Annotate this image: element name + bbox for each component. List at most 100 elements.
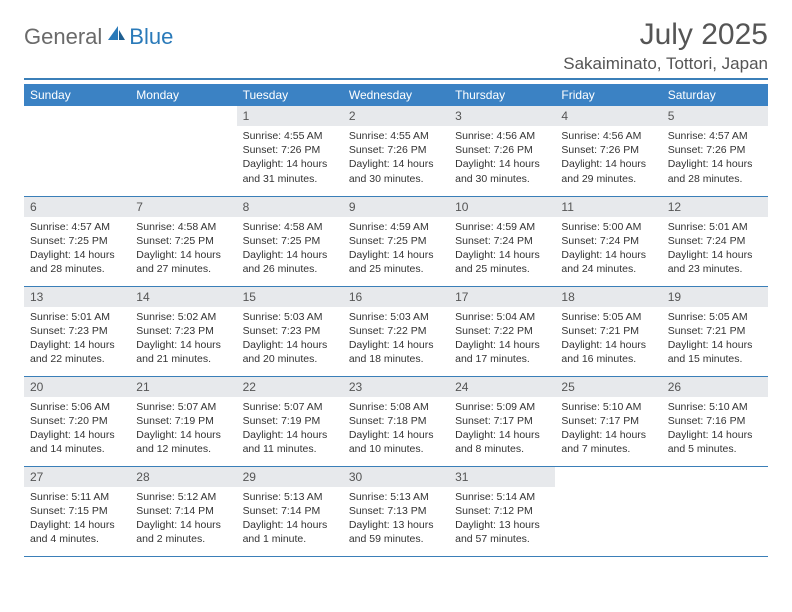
sail-icon	[106, 24, 126, 42]
title-block: July 2025 Sakaiminato, Tottori, Japan	[563, 18, 768, 74]
table-row: 20Sunrise: 5:06 AMSunset: 7:20 PMDayligh…	[24, 376, 768, 466]
calendar-cell: 24Sunrise: 5:09 AMSunset: 7:17 PMDayligh…	[449, 376, 555, 466]
day-number: 4	[555, 106, 661, 126]
day-number: 9	[343, 197, 449, 217]
day-number: 19	[662, 287, 768, 307]
day-content: Sunrise: 5:13 AMSunset: 7:14 PMDaylight:…	[237, 487, 343, 553]
day-content: Sunrise: 5:13 AMSunset: 7:13 PMDaylight:…	[343, 487, 449, 553]
calendar-cell: .	[662, 466, 768, 556]
calendar-cell: 22Sunrise: 5:07 AMSunset: 7:19 PMDayligh…	[237, 376, 343, 466]
day-header-thursday: Thursday	[449, 84, 555, 106]
header-rule	[24, 78, 768, 80]
day-content: Sunrise: 5:07 AMSunset: 7:19 PMDaylight:…	[130, 397, 236, 463]
calendar-cell: 18Sunrise: 5:05 AMSunset: 7:21 PMDayligh…	[555, 286, 661, 376]
day-number: 18	[555, 287, 661, 307]
day-number: 14	[130, 287, 236, 307]
day-number: 27	[24, 467, 130, 487]
calendar-cell: .	[130, 106, 236, 196]
calendar-cell: 26Sunrise: 5:10 AMSunset: 7:16 PMDayligh…	[662, 376, 768, 466]
day-content: Sunrise: 5:09 AMSunset: 7:17 PMDaylight:…	[449, 397, 555, 463]
day-header-sunday: Sunday	[24, 84, 130, 106]
day-number: 8	[237, 197, 343, 217]
calendar-cell: 1Sunrise: 4:55 AMSunset: 7:26 PMDaylight…	[237, 106, 343, 196]
calendar-cell: 13Sunrise: 5:01 AMSunset: 7:23 PMDayligh…	[24, 286, 130, 376]
header: General Blue July 2025 Sakaiminato, Tott…	[24, 18, 768, 74]
calendar-cell: 28Sunrise: 5:12 AMSunset: 7:14 PMDayligh…	[130, 466, 236, 556]
day-number: 20	[24, 377, 130, 397]
calendar-cell: 10Sunrise: 4:59 AMSunset: 7:24 PMDayligh…	[449, 196, 555, 286]
day-number: 2	[343, 106, 449, 126]
day-content: Sunrise: 5:11 AMSunset: 7:15 PMDaylight:…	[24, 487, 130, 553]
calendar-cell: 5Sunrise: 4:57 AMSunset: 7:26 PMDaylight…	[662, 106, 768, 196]
calendar-cell: 11Sunrise: 5:00 AMSunset: 7:24 PMDayligh…	[555, 196, 661, 286]
day-content: Sunrise: 4:56 AMSunset: 7:26 PMDaylight:…	[555, 126, 661, 192]
calendar-cell: 30Sunrise: 5:13 AMSunset: 7:13 PMDayligh…	[343, 466, 449, 556]
day-number: 26	[662, 377, 768, 397]
day-content: Sunrise: 4:58 AMSunset: 7:25 PMDaylight:…	[130, 217, 236, 283]
day-content: Sunrise: 5:00 AMSunset: 7:24 PMDaylight:…	[555, 217, 661, 283]
table-row: ..1Sunrise: 4:55 AMSunset: 7:26 PMDaylig…	[24, 106, 768, 196]
day-content: Sunrise: 4:59 AMSunset: 7:25 PMDaylight:…	[343, 217, 449, 283]
day-content: Sunrise: 4:55 AMSunset: 7:26 PMDaylight:…	[237, 126, 343, 192]
calendar-cell: .	[24, 106, 130, 196]
day-number: 15	[237, 287, 343, 307]
day-content: Sunrise: 5:08 AMSunset: 7:18 PMDaylight:…	[343, 397, 449, 463]
day-number: 25	[555, 377, 661, 397]
calendar-cell: 12Sunrise: 5:01 AMSunset: 7:24 PMDayligh…	[662, 196, 768, 286]
day-number: 7	[130, 197, 236, 217]
day-content: Sunrise: 5:10 AMSunset: 7:17 PMDaylight:…	[555, 397, 661, 463]
day-header-row: Sunday Monday Tuesday Wednesday Thursday…	[24, 84, 768, 106]
calendar-cell: 23Sunrise: 5:08 AMSunset: 7:18 PMDayligh…	[343, 376, 449, 466]
calendar-cell: 19Sunrise: 5:05 AMSunset: 7:21 PMDayligh…	[662, 286, 768, 376]
day-content: Sunrise: 5:01 AMSunset: 7:24 PMDaylight:…	[662, 217, 768, 283]
day-content: Sunrise: 5:14 AMSunset: 7:12 PMDaylight:…	[449, 487, 555, 553]
day-number: 16	[343, 287, 449, 307]
table-row: 6Sunrise: 4:57 AMSunset: 7:25 PMDaylight…	[24, 196, 768, 286]
calendar-cell: 31Sunrise: 5:14 AMSunset: 7:12 PMDayligh…	[449, 466, 555, 556]
calendar-body: ..1Sunrise: 4:55 AMSunset: 7:26 PMDaylig…	[24, 106, 768, 556]
day-content: Sunrise: 5:10 AMSunset: 7:16 PMDaylight:…	[662, 397, 768, 463]
day-number: 5	[662, 106, 768, 126]
calendar-cell: 27Sunrise: 5:11 AMSunset: 7:15 PMDayligh…	[24, 466, 130, 556]
day-content: Sunrise: 5:05 AMSunset: 7:21 PMDaylight:…	[555, 307, 661, 373]
calendar-cell: 21Sunrise: 5:07 AMSunset: 7:19 PMDayligh…	[130, 376, 236, 466]
calendar-cell: 8Sunrise: 4:58 AMSunset: 7:25 PMDaylight…	[237, 196, 343, 286]
day-number: 6	[24, 197, 130, 217]
day-header-monday: Monday	[130, 84, 236, 106]
calendar-cell: 16Sunrise: 5:03 AMSunset: 7:22 PMDayligh…	[343, 286, 449, 376]
day-content: Sunrise: 5:06 AMSunset: 7:20 PMDaylight:…	[24, 397, 130, 463]
logo: General Blue	[24, 24, 173, 50]
day-number: 31	[449, 467, 555, 487]
day-content: Sunrise: 4:57 AMSunset: 7:25 PMDaylight:…	[24, 217, 130, 283]
day-number: 28	[130, 467, 236, 487]
day-content: Sunrise: 5:05 AMSunset: 7:21 PMDaylight:…	[662, 307, 768, 373]
day-number: 17	[449, 287, 555, 307]
calendar-cell: 7Sunrise: 4:58 AMSunset: 7:25 PMDaylight…	[130, 196, 236, 286]
day-header-saturday: Saturday	[662, 84, 768, 106]
day-number: 21	[130, 377, 236, 397]
day-number: 3	[449, 106, 555, 126]
day-content: Sunrise: 4:56 AMSunset: 7:26 PMDaylight:…	[449, 126, 555, 192]
day-content: Sunrise: 5:12 AMSunset: 7:14 PMDaylight:…	[130, 487, 236, 553]
calendar-cell: 6Sunrise: 4:57 AMSunset: 7:25 PMDaylight…	[24, 196, 130, 286]
day-content: Sunrise: 5:07 AMSunset: 7:19 PMDaylight:…	[237, 397, 343, 463]
calendar-cell: 4Sunrise: 4:56 AMSunset: 7:26 PMDaylight…	[555, 106, 661, 196]
calendar-table: Sunday Monday Tuesday Wednesday Thursday…	[24, 84, 768, 557]
calendar-cell: 9Sunrise: 4:59 AMSunset: 7:25 PMDaylight…	[343, 196, 449, 286]
calendar-cell: .	[555, 466, 661, 556]
calendar-cell: 17Sunrise: 5:04 AMSunset: 7:22 PMDayligh…	[449, 286, 555, 376]
day-number: 23	[343, 377, 449, 397]
day-number: 24	[449, 377, 555, 397]
day-number: 29	[237, 467, 343, 487]
day-header-tuesday: Tuesday	[237, 84, 343, 106]
calendar-cell: 15Sunrise: 5:03 AMSunset: 7:23 PMDayligh…	[237, 286, 343, 376]
day-header-friday: Friday	[555, 84, 661, 106]
day-header-wednesday: Wednesday	[343, 84, 449, 106]
day-number: 1	[237, 106, 343, 126]
day-content: Sunrise: 4:57 AMSunset: 7:26 PMDaylight:…	[662, 126, 768, 192]
day-content: Sunrise: 4:58 AMSunset: 7:25 PMDaylight:…	[237, 217, 343, 283]
table-row: 27Sunrise: 5:11 AMSunset: 7:15 PMDayligh…	[24, 466, 768, 556]
calendar-cell: 3Sunrise: 4:56 AMSunset: 7:26 PMDaylight…	[449, 106, 555, 196]
day-number: 12	[662, 197, 768, 217]
day-content: Sunrise: 5:04 AMSunset: 7:22 PMDaylight:…	[449, 307, 555, 373]
